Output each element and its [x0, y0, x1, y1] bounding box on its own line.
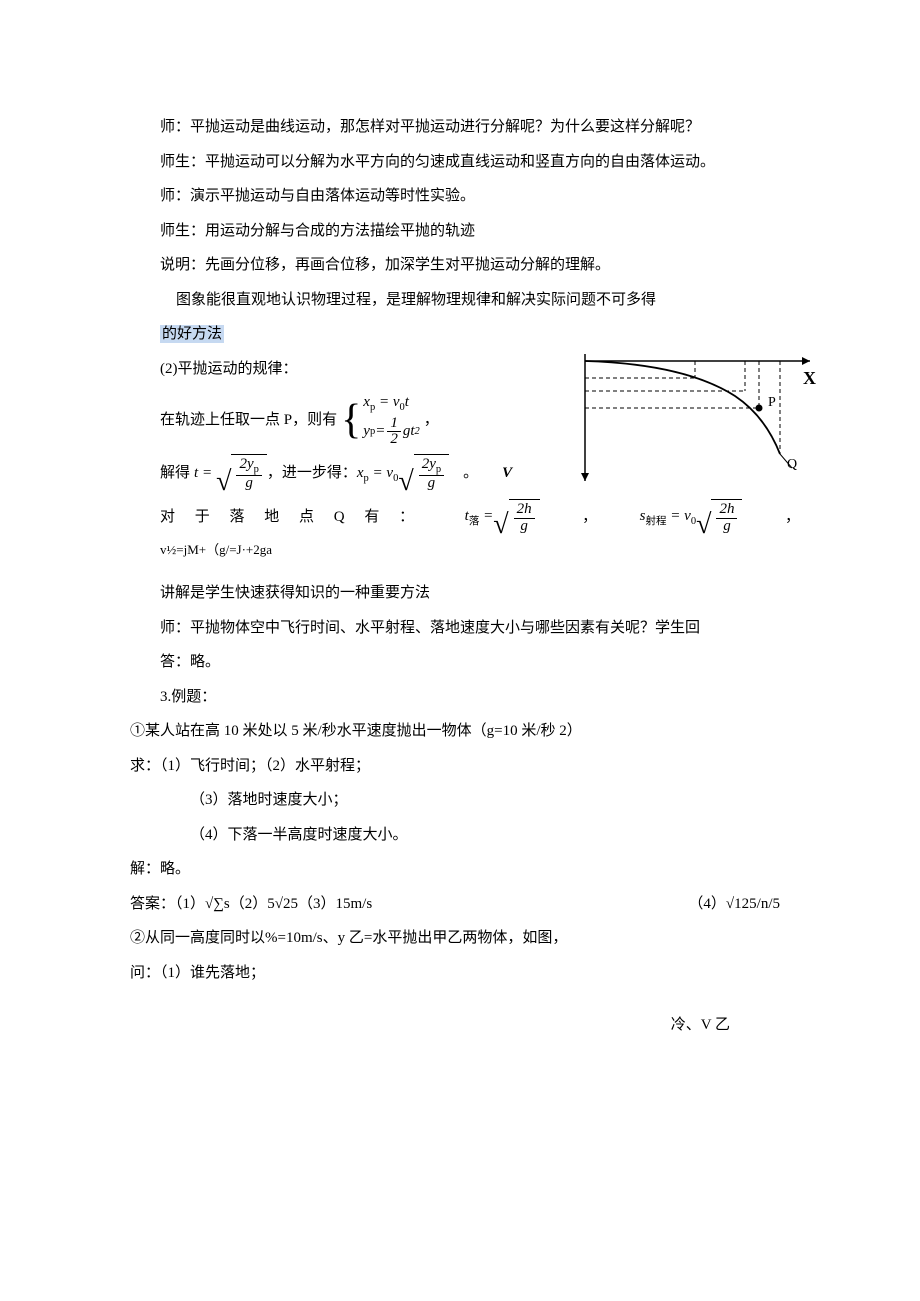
svg-text:Q: Q	[787, 457, 797, 472]
note-line: 说明：先画分位移，再画合位移，加深学生对平抛运动分解的理解。	[130, 248, 820, 283]
velocity-line: v½=jM+（g/=J·+2ga	[130, 535, 820, 565]
problem-1-solution: 解：略。	[130, 852, 820, 887]
figure-caption: 冷、V 乙	[130, 1008, 820, 1043]
system-brace: { xp = v0t yp = 12gt2	[341, 392, 420, 448]
solve-formula-row: 解得 t = √2ypg ，进一步得： xp = v0 √2ypg 。 V	[130, 454, 547, 492]
dialogue-line: 师：平抛物体空中飞行时间、水平射程、落地速度大小与哪些因素有关呢？学生回	[130, 611, 820, 646]
dialogue-line: 师生：平抛运动可以分解为水平方向的匀速成直线运动和竖直方向的自由落体运动。	[130, 145, 820, 180]
document-page: 师：平抛运动是曲线运动，那怎样对平抛运动进行分解呢？为什么要这样分解呢？ 师生：…	[0, 0, 920, 1103]
problem-2: ②从同一高度同时以%=10m/s、y 乙=水平抛出甲乙两物体，如图，	[130, 921, 820, 956]
dialogue-line: 师生：用运动分解与合成的方法描绘平抛的轨迹	[130, 214, 820, 249]
dialogue-line: 师：演示平抛运动与自由落体运动等时性实验。	[130, 179, 820, 214]
example-heading: 3.例题：	[130, 680, 820, 715]
trajectory-svg: X P Q	[555, 346, 820, 486]
svg-text:P: P	[768, 395, 776, 410]
problem-2-question: 问：（1）谁先落地；	[130, 956, 820, 991]
problem-1: ①某人站在高 10 米处以 5 米/秒水平速度抛出一物体（g=10 米/秒 2）	[130, 714, 820, 749]
trajectory-diagram: X P Q	[555, 346, 820, 500]
trajectory-formula-row: 在轨迹上任取一点 P，则有 { xp = v0t yp = 12gt2 ，	[130, 392, 547, 448]
commentary-line: 讲解是学生快速获得知识的一种重要方法	[130, 576, 820, 611]
commentary-line: 图象能很直观地认识物理过程，是理解物理规律和解决实际问题不可多得	[130, 283, 820, 318]
dialogue-line: 师：平抛运动是曲线运动，那怎样对平抛运动进行分解呢？为什么要这样分解呢？	[130, 110, 820, 145]
v-axis-label: V	[502, 456, 512, 491]
rules-section: (2)平抛运动的规律： 在轨迹上任取一点 P，则有 { xp = v0t yp …	[130, 352, 820, 500]
section-heading: (2)平抛运动的规律：	[130, 352, 547, 387]
landing-formula-row: 对 于 落 地 点 Q 有 ： t落 = √2hg ， s射程 = v0 √2h…	[130, 499, 820, 535]
problem-1-questions: 求：（1）飞行时间；（2）水平射程； （3）落地时速度大小； （4）下落一半高度…	[130, 749, 820, 853]
svg-text:X: X	[803, 368, 816, 388]
problem-1-answers: 答案：（1）√∑s（2）5√25（3）15m/s （4）√125/n/5	[130, 887, 820, 922]
dialogue-line: 答：略。	[130, 645, 820, 680]
